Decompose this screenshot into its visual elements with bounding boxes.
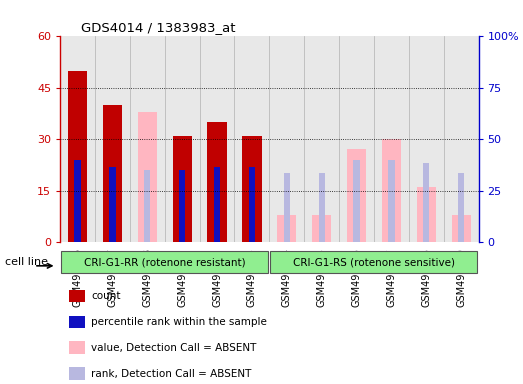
Bar	[283, 174, 290, 242]
Bar	[249, 167, 255, 242]
Bar	[179, 170, 185, 242]
Text: count: count	[92, 291, 121, 301]
Text: value, Detection Call = ABSENT: value, Detection Call = ABSENT	[92, 343, 257, 353]
Bar	[109, 167, 116, 242]
Bar	[417, 187, 436, 242]
FancyBboxPatch shape	[270, 252, 477, 273]
Bar	[277, 215, 297, 242]
Bar	[144, 170, 151, 242]
Text: CRI-G1-RR (rotenone resistant): CRI-G1-RR (rotenone resistant)	[84, 257, 246, 267]
Bar	[458, 174, 464, 242]
Bar	[319, 174, 325, 242]
Bar	[312, 215, 331, 242]
Bar	[69, 316, 85, 328]
FancyBboxPatch shape	[61, 252, 268, 273]
Bar	[347, 149, 366, 242]
Bar	[214, 167, 220, 242]
Text: cell line: cell line	[5, 257, 48, 267]
Bar	[423, 163, 429, 242]
Bar	[208, 122, 226, 242]
Bar	[69, 341, 85, 354]
Bar	[138, 112, 157, 242]
Bar	[382, 139, 401, 242]
Bar	[103, 105, 122, 242]
Bar	[388, 160, 394, 242]
Text: rank, Detection Call = ABSENT: rank, Detection Call = ABSENT	[92, 369, 252, 379]
Bar	[68, 71, 87, 242]
Text: CRI-G1-RS (rotenone sensitive): CRI-G1-RS (rotenone sensitive)	[293, 257, 455, 267]
Bar	[242, 136, 262, 242]
Bar	[69, 367, 85, 380]
Bar	[74, 160, 81, 242]
Bar	[451, 215, 471, 242]
Text: percentile rank within the sample: percentile rank within the sample	[92, 317, 267, 327]
Text: GDS4014 / 1383983_at: GDS4014 / 1383983_at	[81, 21, 235, 34]
Bar	[354, 160, 360, 242]
Bar	[173, 136, 192, 242]
Bar	[69, 290, 85, 302]
